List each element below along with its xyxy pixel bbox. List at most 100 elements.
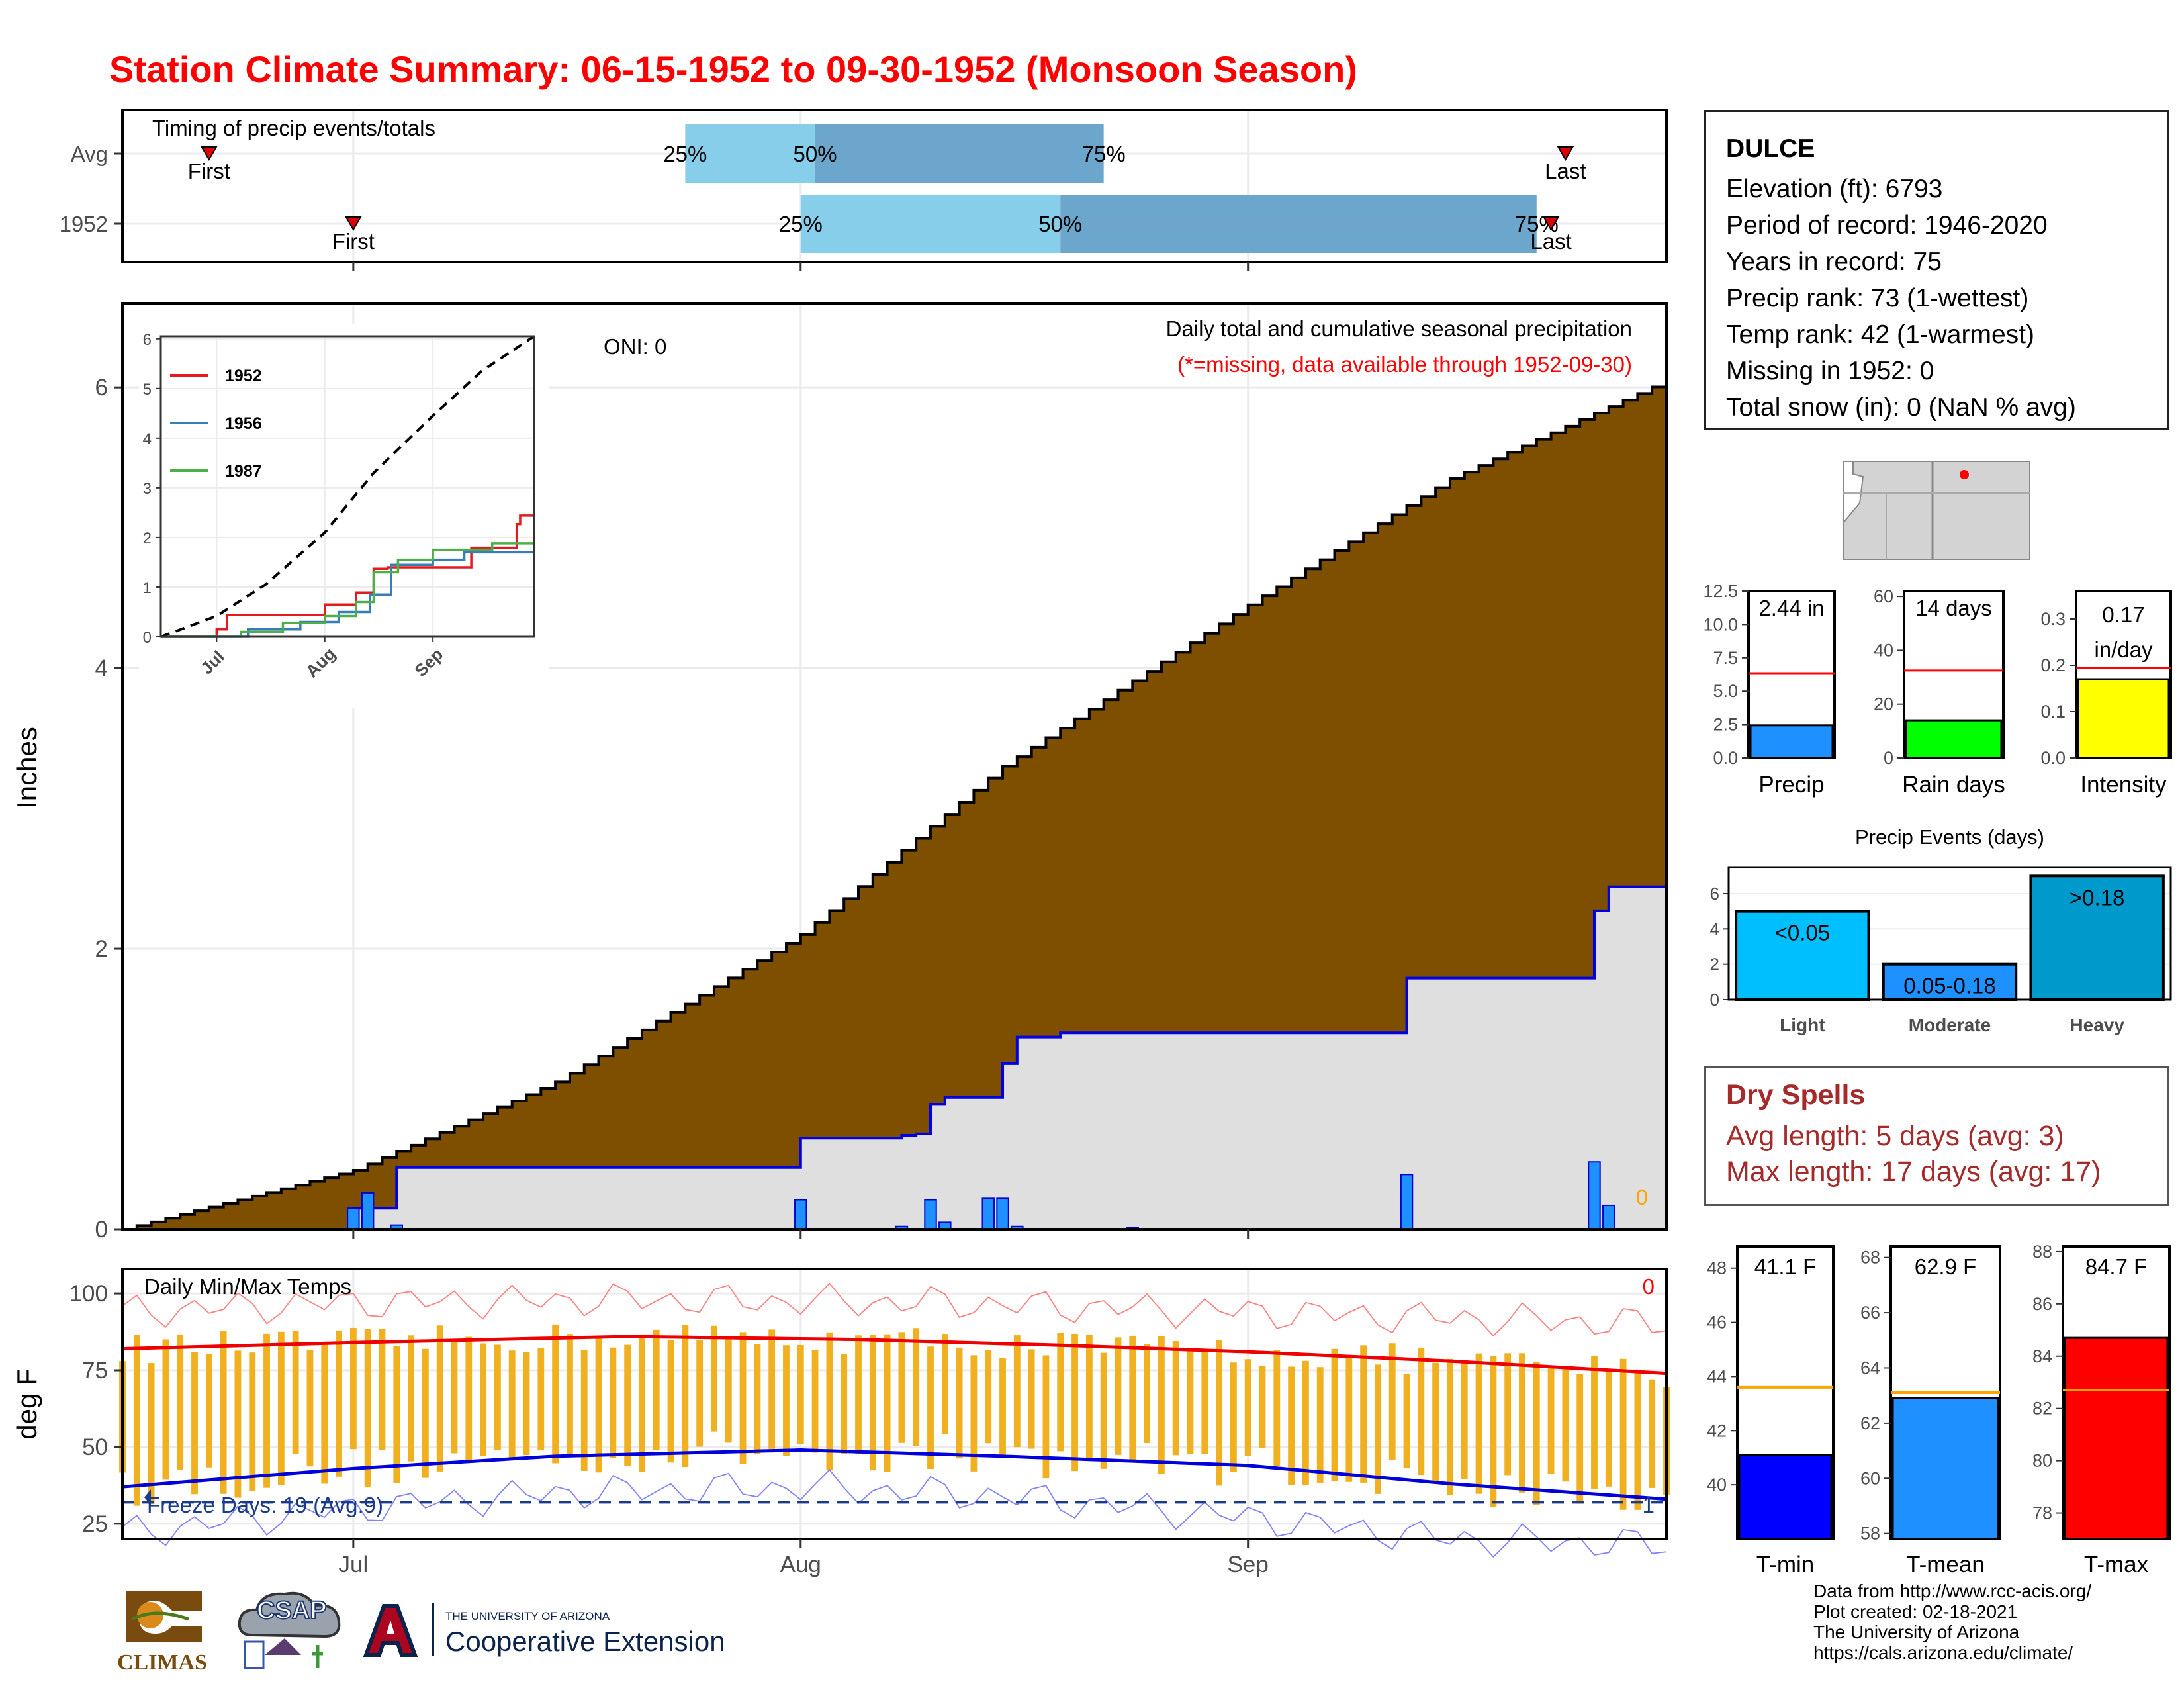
timing-p50-label: 50% [794,142,837,166]
dry-spells-box: Dry Spells Avg length: 5 days (avg: 3) M… [1704,1066,2169,1206]
inset-ytick-label: 4 [143,430,152,448]
climas-logo: CLIMAS [109,1581,215,1675]
daily-temp-range-bar [408,1335,414,1462]
temp-summary-ytick-label: 44 [1707,1366,1727,1386]
daily-temp-range-bar [1028,1349,1035,1449]
summary-bar-1 [1905,719,2003,759]
daily-temp-range-bar [999,1358,1006,1459]
temp-ytick-label: 100 [69,1281,108,1307]
timing-p75-label: 75% [1082,142,1126,166]
summary-ytick-label: 60 [1874,586,1893,606]
daily-temp-range-bar [826,1332,833,1471]
events-border [1727,866,2172,1001]
daily-temp-range-bar [465,1336,473,1462]
daily-temp-range-bar [1187,1350,1194,1454]
timing-marker-last_date [1542,216,1560,231]
temp-summary-ytick-label: 40 [1707,1475,1727,1495]
daily-temp-range-bar [1129,1335,1136,1460]
temp-summary-bar-1 [1891,1397,1999,1540]
daily-temp-range-bar [1057,1333,1064,1452]
daily-temp-range-bar [927,1346,934,1469]
summary-ytick-label: 0.2 [2040,655,2066,675]
daily-temp-range-bar [191,1352,198,1495]
footer-plot-created: Plot created: 02-18-2021 [1813,1601,2018,1622]
temp-border [121,1268,1668,1540]
events-ytick-label: 2 [1710,955,1719,974]
x-tick-label: Jul [338,1552,368,1577]
precip-border [121,302,1668,1231]
avg-cumulative-step-line [122,380,1668,1231]
temp-min-count: 1 [1643,1493,1655,1517]
daily-temp-range-bar [768,1329,776,1449]
csap-logo: CSAP [232,1582,351,1681]
daily-precip-bar [981,1197,995,1231]
ua-small-text: THE UNIVERSITY OF ARIZONA [445,1610,610,1622]
temp-summary-value-label-0: 41.1 F [1754,1254,1817,1279]
daily-precip-bar [794,1199,807,1230]
daily-temp-range-bar [1273,1350,1281,1466]
summary-bar-0 [1749,724,1834,759]
locator-map [1843,461,2030,560]
events-category-label-0: Light [1780,1015,1825,1035]
daily-temp-range-bar [624,1344,631,1466]
daily-temp-range-bar [725,1337,732,1443]
events-category-label-2: Heavy [2070,1015,2124,1035]
summary-value-label-2: 0.17 [2102,602,2144,627]
daily-temp-range-bar [855,1335,862,1454]
daily-temp-range-bar [956,1347,963,1459]
temp-summary-ytick-label: 66 [1860,1303,1880,1323]
summary-ytick-label: 2.5 [1713,715,1738,735]
summary-category-label-0: Precip [1758,772,1824,798]
daily-temp-range-bar [494,1344,501,1450]
inset-series-1987 [161,537,535,638]
daily-temp-range-bar [1649,1379,1656,1488]
inset-ytick-label: 5 [143,381,152,399]
climas-logo-text: CLIMAS [116,1650,208,1675]
events-bar-0 [1735,910,1870,1001]
daily-temp-range-bar [1316,1367,1324,1483]
daily-temp-range-bar [653,1329,660,1450]
daily-temp-range-bar [682,1325,689,1467]
daily-temp-range-bar [263,1333,270,1488]
inset-legend-label-1956: 1956 [225,414,262,433]
station-precip-rank: Precip rank: 73 (1-wettest) [1726,284,2029,312]
daily-temp-range-bar [1042,1355,1050,1479]
daily-temp-range-bar [1504,1353,1512,1476]
daily-temp-range-bar [177,1335,184,1470]
daily-temp-range-bar [913,1328,920,1446]
daily-temp-range-bar [349,1327,357,1450]
daily-temp-range-bar [1519,1353,1525,1493]
daily-temp-range-bar [1403,1374,1410,1469]
temp-summary-value-label-1: 62.9 F [1915,1254,1977,1279]
events-bar-label-0: <0.05 [1775,921,1831,945]
daily-temp-range-bar [205,1353,212,1468]
daily-temp-range-bar [898,1332,905,1443]
station-years: Years in record: 75 [1726,248,1942,276]
daily-temp-range-bar [1172,1341,1179,1456]
dry-spells-avg: Avg length: 5 days (avg: 3) [1726,1120,2064,1152]
daily-temp-range-bar [306,1349,314,1467]
daily-temp-range-bar [811,1350,819,1453]
events-ytick-label: 6 [1710,884,1719,904]
summary-ytick-label: 40 [1874,640,1893,660]
daily-temp-range-bar [1533,1362,1540,1505]
daily-temp-range-bar [523,1352,530,1456]
timing-panel-label: Timing of precip events/totals [152,116,435,140]
daily-temp-range-bar [754,1344,761,1455]
events-bar-label-1: 0.05-0.18 [1903,974,1995,998]
daily-temp-range-bar [422,1348,429,1478]
daily-temp-range-bar [277,1331,285,1486]
daily-temp-range-bar [1634,1370,1641,1510]
ua-cooperative-extension-logo: THE UNIVERSITY OF ARIZONA Cooperative Ex… [361,1601,745,1673]
temp-summary-ytick-label: 68 [1860,1248,1880,1268]
chart-title: Station Climate Summary: 06-15-1952 to 0… [109,48,1357,90]
summary-ytick-label: 0.0 [2040,748,2066,768]
daily-temp-range-bar [667,1340,674,1463]
summary-ytick-label: 20 [1874,694,1893,714]
inset-ytick-label: 6 [143,331,152,349]
timing-marker-first_date [201,146,218,161]
timing-bar-50-75 [1060,195,1537,253]
inset-ytick-label: 3 [143,480,152,498]
